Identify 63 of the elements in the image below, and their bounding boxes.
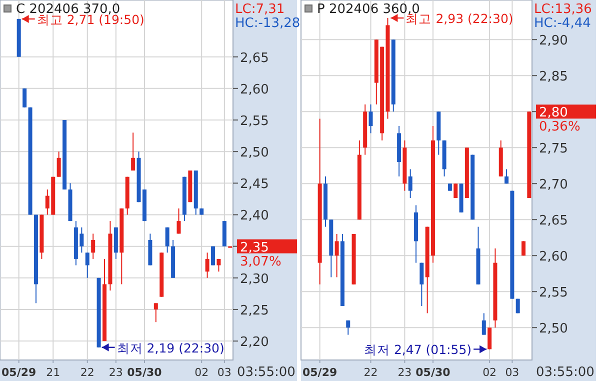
y-tick-label: 2,50 bbox=[240, 146, 269, 161]
y-tick-label: 2,45 bbox=[240, 177, 269, 192]
candlestick bbox=[91, 233, 96, 260]
y-tick-label: 2,60 bbox=[240, 82, 269, 98]
candlestick bbox=[420, 262, 424, 306]
x-tick-label: 03 bbox=[217, 366, 232, 379]
candlestick bbox=[131, 132, 136, 172]
text: LC:13,36 bbox=[534, 2, 592, 17]
y-tick-label: 2,25 bbox=[240, 303, 269, 318]
candlestick bbox=[216, 258, 221, 272]
candlestick bbox=[488, 327, 492, 350]
y-tick-label: 2,20 bbox=[240, 335, 269, 350]
annotation: 최저 2,19 (22:30) bbox=[116, 340, 224, 356]
y-tick-label: 2,75 bbox=[539, 142, 568, 157]
y-tick-label: 2,65 bbox=[240, 50, 269, 66]
text: LC:7,31 bbox=[235, 2, 285, 17]
candlestick bbox=[454, 183, 458, 198]
y-tick-label: 2,90 bbox=[539, 34, 568, 49]
y-tick-label: 2,40 bbox=[240, 208, 269, 224]
text: 03:55:00 bbox=[536, 365, 594, 380]
x-tick-label: 21 bbox=[46, 366, 60, 379]
text: HC:-4,44 bbox=[534, 16, 591, 31]
x-tick-label: 05/30 bbox=[127, 366, 162, 379]
candlestick bbox=[205, 252, 210, 278]
x-tick-label: 02 bbox=[194, 366, 209, 379]
x-tick-label: 05/29 bbox=[302, 366, 338, 379]
text: HC:-13,28 bbox=[235, 16, 300, 31]
x-tick-label: 03 bbox=[505, 366, 520, 379]
x-tick-label: 23 bbox=[398, 366, 412, 379]
y-tick-label: 2,70 bbox=[539, 178, 568, 193]
y-tick-label: 2,30 bbox=[240, 272, 269, 287]
x-tick-label: 05/30 bbox=[416, 366, 451, 379]
y-tick-label: 2,55 bbox=[539, 286, 568, 301]
candlestick bbox=[346, 320, 350, 336]
text: 2,35 bbox=[240, 240, 269, 256]
x-tick-label: 22 bbox=[80, 366, 94, 379]
x-tick-label: 02 bbox=[482, 366, 497, 379]
text: 3,07% bbox=[240, 254, 282, 270]
candlestick bbox=[211, 246, 216, 266]
candlestick bbox=[154, 302, 158, 323]
candlestick bbox=[85, 252, 90, 278]
y-tick-label: 2,85 bbox=[539, 70, 568, 85]
candlestick bbox=[504, 168, 509, 184]
text: 2,80 bbox=[539, 106, 568, 121]
x-tick-label: 22 bbox=[364, 366, 378, 379]
x-tick-label: 05/29 bbox=[2, 366, 36, 379]
candlestick bbox=[408, 168, 412, 198]
y-tick-label: 2,50 bbox=[539, 322, 568, 337]
y-tick-label: 2,60 bbox=[539, 250, 568, 265]
candlestick bbox=[165, 226, 170, 254]
annotation: 최저 2,47 (01:55) bbox=[364, 342, 472, 358]
candlestick bbox=[22, 88, 27, 108]
y-tick-label: 2,65 bbox=[539, 214, 568, 229]
candlestick bbox=[482, 312, 486, 336]
y-tick-label: 2,55 bbox=[240, 114, 269, 129]
text: 0,36% bbox=[539, 120, 580, 135]
candlestick bbox=[56, 151, 61, 178]
candlestick bbox=[522, 240, 526, 256]
candlestick bbox=[176, 208, 181, 234]
text: 03:55:00 bbox=[237, 365, 296, 380]
candlestick bbox=[334, 234, 339, 278]
candlestick bbox=[368, 104, 373, 134]
x-tick-label: 23 bbox=[108, 366, 123, 379]
